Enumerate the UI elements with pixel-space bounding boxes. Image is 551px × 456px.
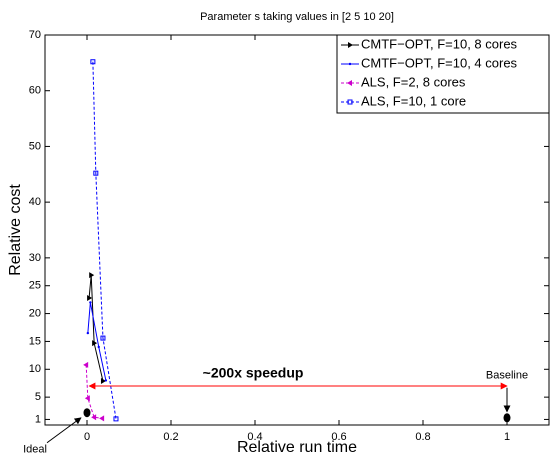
y-tick-label: 20 [29, 307, 41, 319]
legend-label: CMTF−OPT, F=10, 4 cores [361, 55, 518, 70]
legend-label: CMTF−OPT, F=10, 8 cores [361, 36, 518, 51]
baseline-point [503, 413, 511, 423]
marker [99, 415, 105, 422]
y-tick-label: 40 [29, 196, 41, 208]
marker [113, 416, 119, 422]
ideal-label: Ideal [23, 444, 47, 456]
legend: CMTF−OPT, F=10, 8 cores CMTF−OPT, F=10, 4… [336, 34, 550, 114]
legend-box [336, 34, 550, 114]
marker [87, 294, 93, 301]
y-tick-label: 25 [29, 280, 41, 292]
marker [89, 272, 95, 279]
y-tick-label: 10 [29, 363, 41, 375]
x-tick-label: 1 [504, 431, 510, 443]
chart-title: Parameter s taking values in [2 5 10 20] [200, 11, 394, 23]
y-tick-label: 5 [35, 391, 41, 403]
series-line [92, 61, 117, 419]
speedup-label: ~200x speedup [203, 365, 304, 381]
marker [100, 335, 106, 341]
series-line [87, 302, 107, 381]
marker [93, 170, 99, 176]
plot-frame [44, 34, 550, 426]
marker [104, 379, 108, 382]
legend-label: ALS, F=2, 8 cores [361, 74, 466, 89]
y-tick-label: 70 [29, 29, 41, 41]
baseline-label: Baseline [486, 370, 528, 382]
x-tick-label: 0 [84, 431, 90, 443]
marker [347, 99, 353, 105]
y-tick-label: 1 [35, 413, 41, 425]
marker [347, 80, 352, 86]
ideal-point [83, 408, 91, 418]
x-tick-label: 0.6 [331, 431, 346, 443]
x-tick-label: 0.2 [163, 431, 178, 443]
marker [348, 62, 352, 66]
marker [348, 42, 353, 48]
marker [100, 377, 106, 384]
marker [91, 414, 97, 421]
y-tick-label: 30 [29, 252, 41, 264]
legend-label: ALS, F=10, 1 core [361, 93, 466, 108]
marker [90, 59, 96, 65]
marker [97, 345, 100, 349]
y-tick-label: 50 [29, 140, 41, 152]
marker [83, 361, 89, 368]
y-axis-label: Relative cost [7, 184, 24, 276]
x-tick-label: 0.4 [247, 431, 262, 443]
x-axis-label: Relative run time [237, 439, 357, 456]
marker [84, 395, 90, 402]
series-line [85, 364, 103, 419]
marker [92, 340, 98, 347]
marker [86, 331, 90, 335]
ideal-arrow [46, 417, 82, 444]
y-tick-label: 60 [29, 85, 41, 97]
y-tick-label: 15 [29, 335, 41, 347]
marker [89, 301, 92, 304]
series-line [88, 275, 104, 382]
x-tick-label: 0.8 [415, 431, 430, 443]
